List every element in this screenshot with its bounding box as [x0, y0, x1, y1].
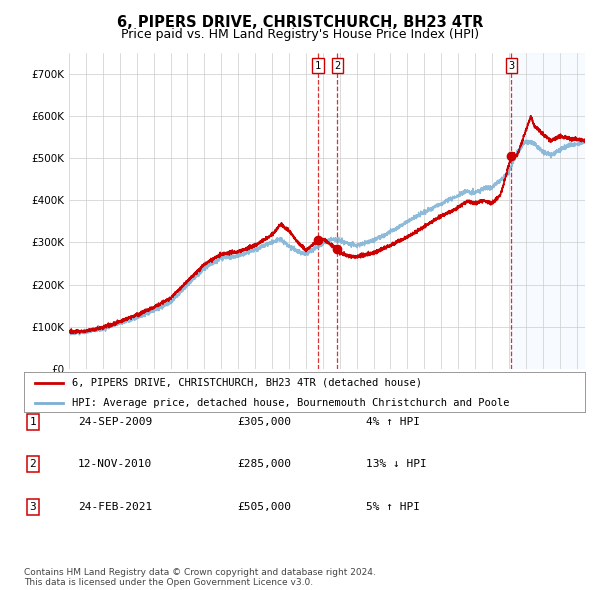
Text: 12-NOV-2010: 12-NOV-2010: [78, 460, 152, 469]
Text: Price paid vs. HM Land Registry's House Price Index (HPI): Price paid vs. HM Land Registry's House …: [121, 28, 479, 41]
Text: 6, PIPERS DRIVE, CHRISTCHURCH, BH23 4TR: 6, PIPERS DRIVE, CHRISTCHURCH, BH23 4TR: [117, 15, 483, 30]
Text: 3: 3: [508, 61, 515, 71]
Text: £285,000: £285,000: [237, 460, 291, 469]
Text: 13% ↓ HPI: 13% ↓ HPI: [366, 460, 427, 469]
Text: 1: 1: [315, 61, 322, 71]
Text: 6, PIPERS DRIVE, CHRISTCHURCH, BH23 4TR (detached house): 6, PIPERS DRIVE, CHRISTCHURCH, BH23 4TR …: [71, 378, 422, 388]
Bar: [511, 53, 585, 369]
Text: £305,000: £305,000: [237, 417, 291, 427]
Text: 2: 2: [29, 460, 37, 469]
Text: 3: 3: [29, 502, 37, 512]
Text: 1: 1: [29, 417, 37, 427]
Text: 5% ↑ HPI: 5% ↑ HPI: [366, 502, 420, 512]
Text: 4% ↑ HPI: 4% ↑ HPI: [366, 417, 420, 427]
Text: 24-SEP-2009: 24-SEP-2009: [78, 417, 152, 427]
Text: £505,000: £505,000: [237, 502, 291, 512]
Text: 2: 2: [334, 61, 341, 71]
Text: HPI: Average price, detached house, Bournemouth Christchurch and Poole: HPI: Average price, detached house, Bour…: [71, 398, 509, 408]
Text: 24-FEB-2021: 24-FEB-2021: [78, 502, 152, 512]
Text: Contains HM Land Registry data © Crown copyright and database right 2024.
This d: Contains HM Land Registry data © Crown c…: [24, 568, 376, 587]
